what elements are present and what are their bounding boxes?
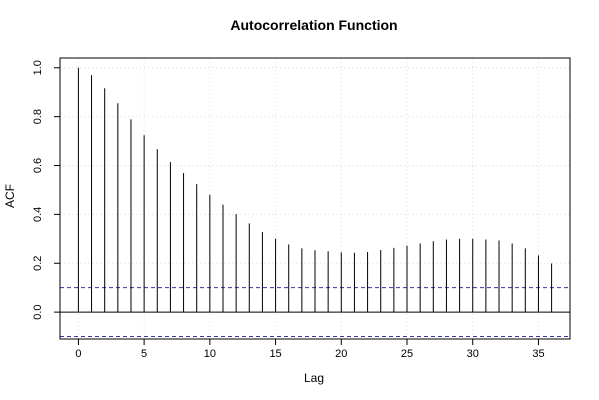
x-tick-label: 25 [401, 348, 413, 360]
x-tick-label: 30 [467, 348, 479, 360]
y-axis-label: ACF [3, 184, 17, 208]
y-tick-label: 0.4 [32, 207, 44, 222]
y-axis: 0.0 0.2 0.4 0.6 0.8 1.0 [32, 60, 60, 320]
x-tick-label: 15 [269, 348, 281, 360]
x-tick-label: 0 [75, 348, 81, 360]
acf-bars [77, 67, 553, 313]
y-tick-label: 0.6 [32, 158, 44, 173]
y-tick-label: 0.8 [32, 109, 44, 124]
x-tick-label: 20 [335, 348, 347, 360]
x-tick-label: 35 [532, 348, 544, 360]
x-axis-label: Lag [304, 371, 324, 385]
plot-frame [59, 57, 571, 340]
y-tick-label: 0.0 [32, 304, 44, 319]
y-tick-label: 0.2 [32, 256, 44, 271]
x-tick-label: 10 [204, 348, 216, 360]
x-axis: 0 5 10 15 20 25 30 35 [75, 339, 545, 360]
chart-title: Autocorrelation Function [230, 17, 397, 33]
x-tick-label: 5 [141, 348, 147, 360]
y-tick-label: 1.0 [32, 60, 44, 75]
